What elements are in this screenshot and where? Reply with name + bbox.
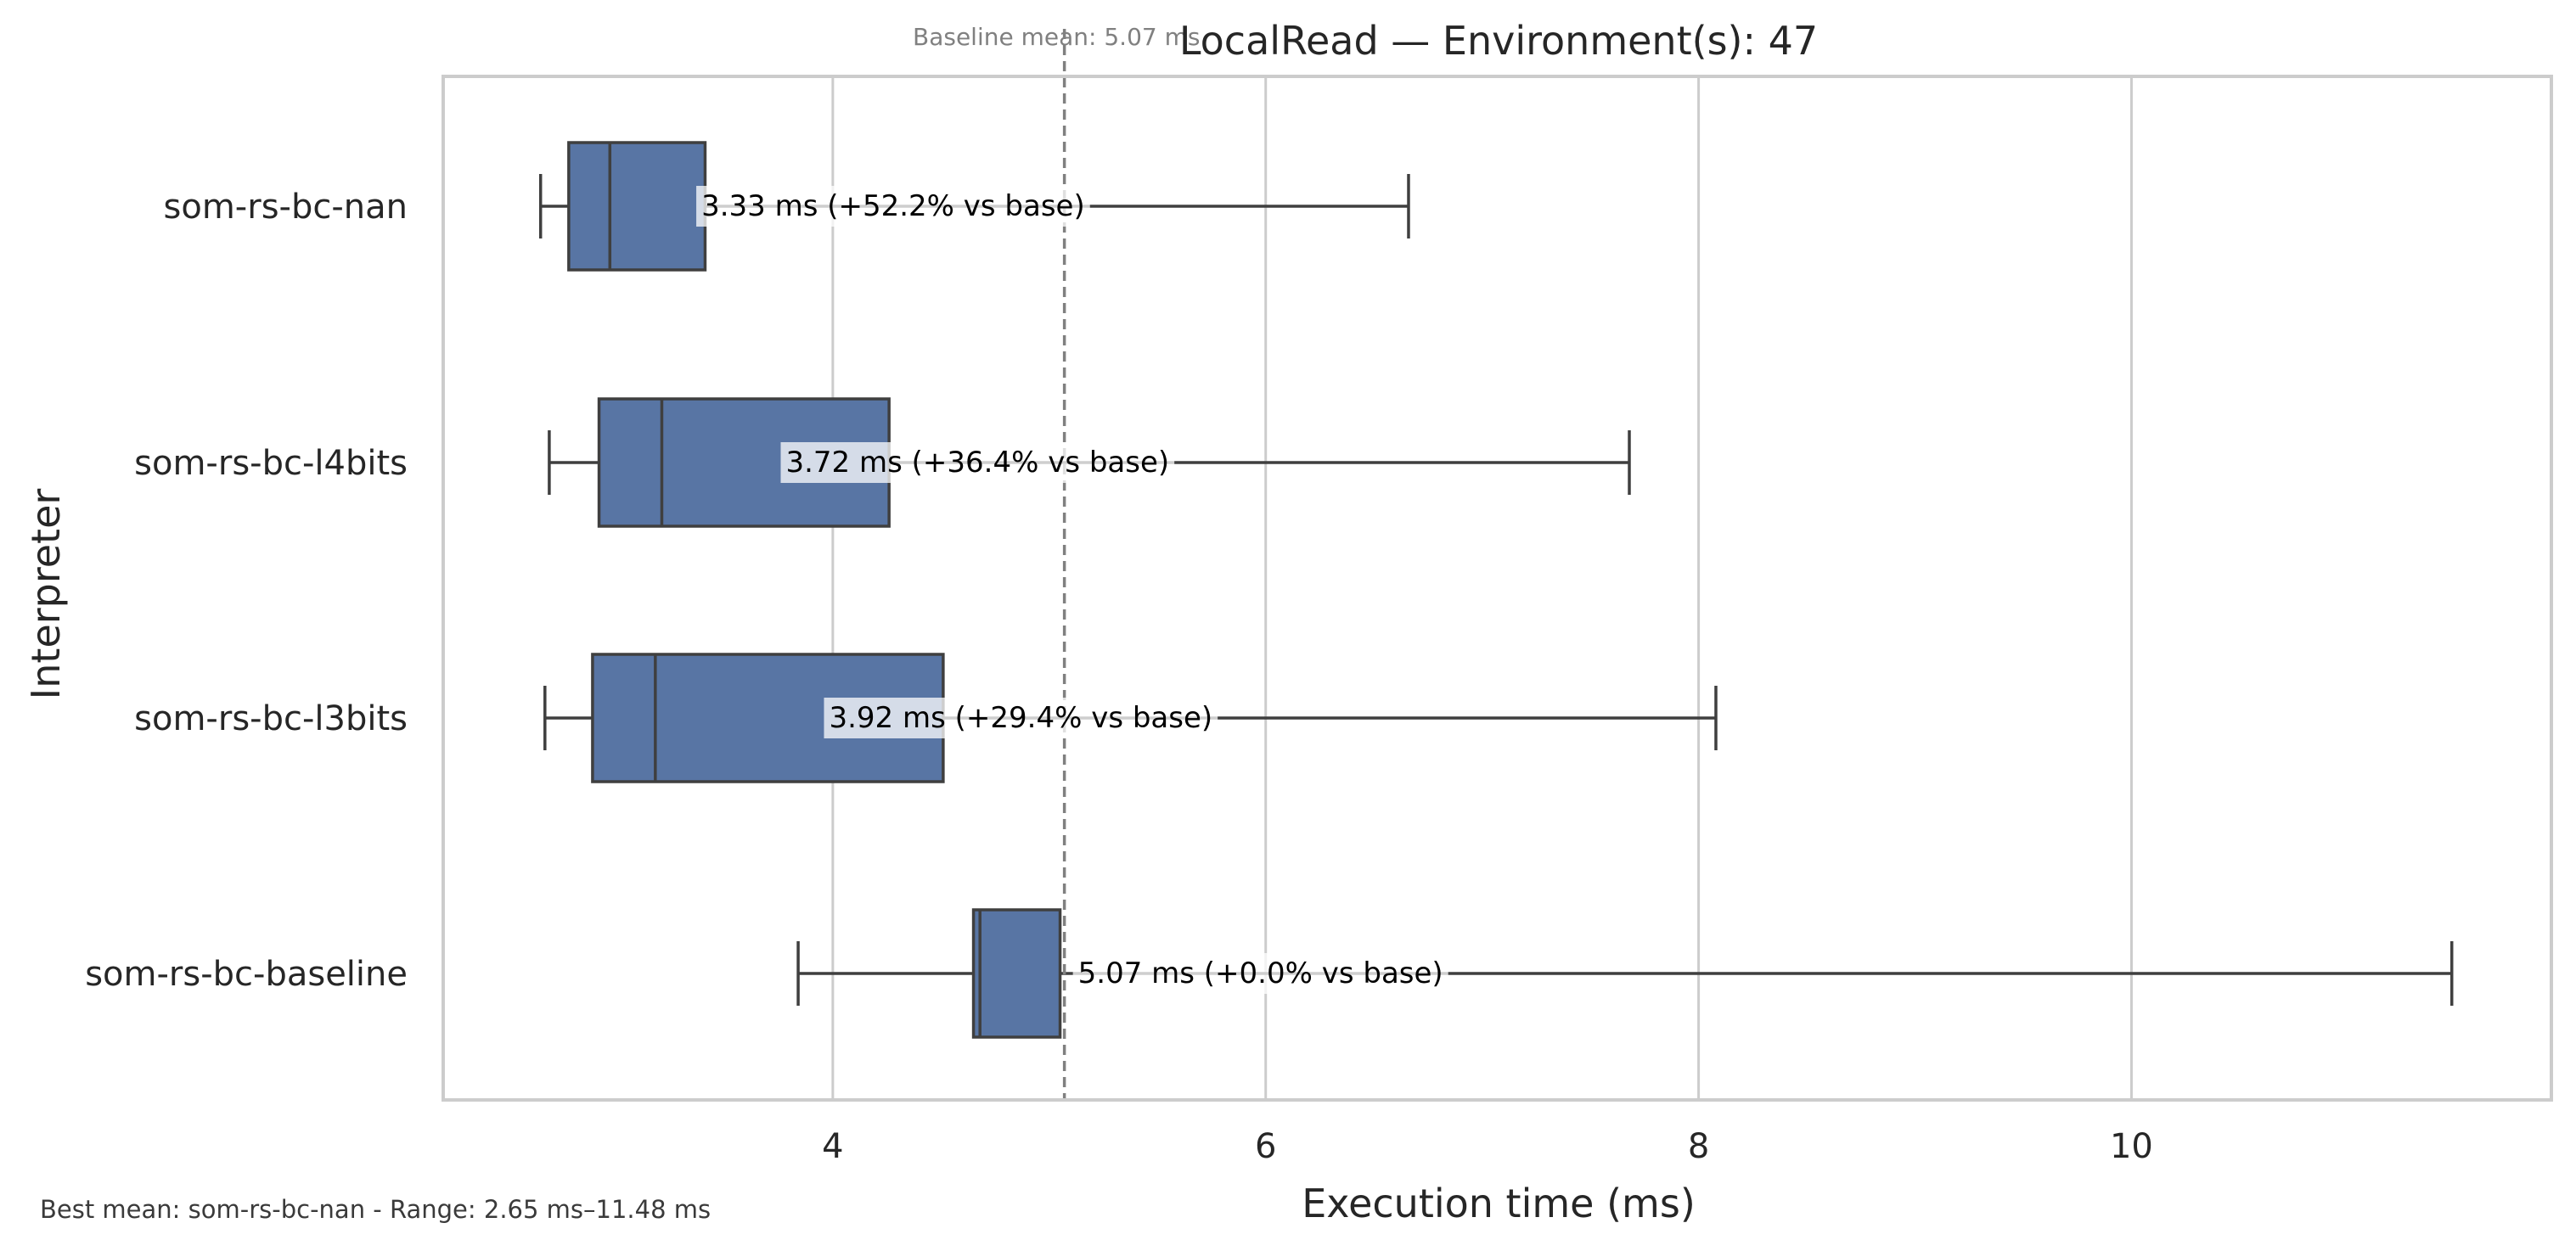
annotation-background	[780, 442, 1175, 483]
box-plot	[543, 653, 1718, 783]
x-tick-label: 6	[1255, 1127, 1276, 1166]
category-label: som-rs-bc-nan	[164, 188, 408, 227]
category-label: som-rs-bc-baseline	[85, 955, 408, 994]
chart-title: LocalRead — Environment(s): 47	[1179, 18, 1818, 64]
box-iqr	[567, 141, 707, 272]
box-annotations: 3.33 ms (+52.2% vs base) 3.72 ms (+36.4% …	[696, 186, 1448, 994]
annotation: 3.33 ms (+52.2% vs base)	[696, 186, 1090, 227]
annotation: 5.07 ms (+0.0% vs base)	[1072, 953, 1448, 994]
y-axis-title: Interpreter	[23, 489, 69, 700]
annotation-background	[1072, 953, 1448, 994]
x-axis-title: Execution time (ms)	[1302, 1181, 1696, 1226]
annotation-background	[696, 186, 1090, 227]
y-category-labels: som-rs-bc-nan som-rs-bc-l4bits som-rs-bc-l…	[85, 188, 408, 994]
annotation-label: 3.72 ms (+36.4% vs base)	[785, 446, 1169, 480]
x-tick-labels: 4 6 8 10	[822, 1127, 2153, 1166]
footer-summary: Best mean: som-rs-bc-nan - Range: 2.65 m…	[40, 1195, 711, 1224]
grid-lines	[831, 76, 2133, 1100]
annotation: 3.72 ms (+36.4% vs base)	[780, 442, 1175, 483]
box-iqr	[971, 908, 1062, 1039]
plot-frame	[442, 75, 2553, 1102]
annotation-background	[824, 698, 1218, 738]
annotation-label: 5.07 ms (+0.0% vs base)	[1078, 956, 1443, 990]
category-label: som-rs-bc-l4bits	[134, 444, 408, 483]
x-tick-label: 10	[2110, 1127, 2153, 1166]
annotation-label: 3.33 ms (+52.2% vs base)	[701, 189, 1085, 223]
baseline-label: Baseline mean: 5.07 ms	[913, 23, 1200, 51]
box-plot	[796, 908, 2454, 1039]
category-label: som-rs-bc-l3bits	[134, 699, 408, 738]
x-tick-label: 8	[1688, 1127, 1709, 1166]
box-plots	[538, 141, 2454, 1039]
annotation-label: 3.92 ms (+29.4% vs base)	[829, 701, 1212, 735]
annotation: 3.92 ms (+29.4% vs base)	[824, 698, 1218, 738]
x-tick-label: 4	[822, 1127, 843, 1166]
